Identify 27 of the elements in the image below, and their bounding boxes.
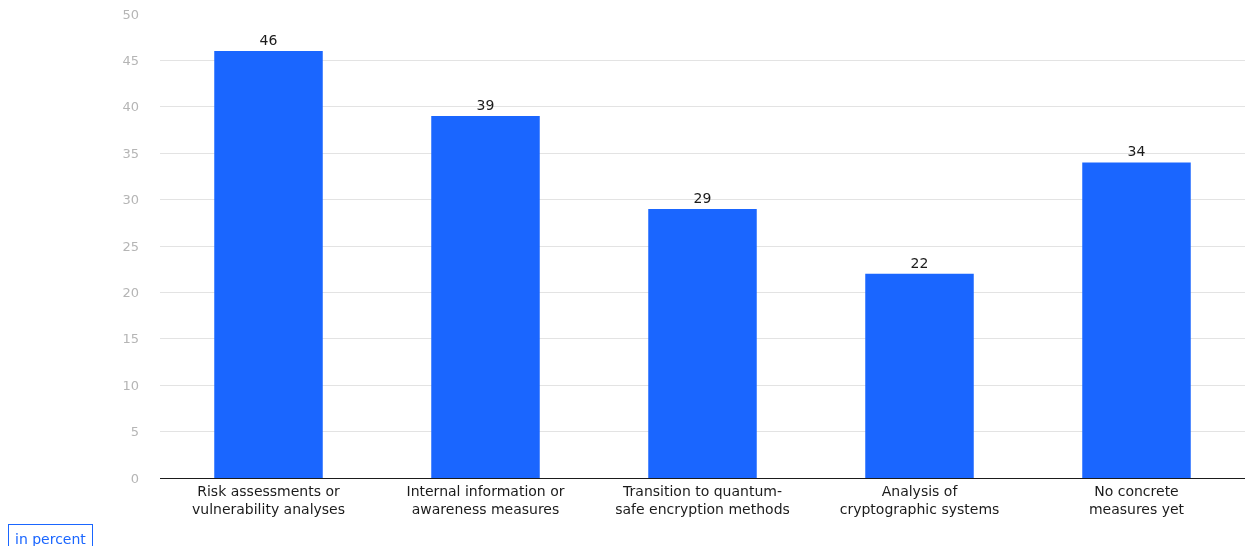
y-tick-label: 30 [122, 192, 139, 208]
y-tick-label: 35 [122, 145, 139, 161]
data-label: 46 [259, 32, 278, 49]
y-tick-label: 20 [122, 284, 139, 300]
bar [214, 51, 323, 478]
text: in percent [15, 531, 87, 546]
x-tick-label: Risk assessments or vulnerability analyses [191, 482, 346, 517]
y-tick-label: 15 [122, 331, 139, 347]
y-tick-label: 25 [122, 238, 139, 254]
y-tick-label: 50 [122, 6, 139, 22]
bar [865, 273, 974, 478]
bar [431, 116, 540, 478]
x-tick-label: No concrete measures yet [1088, 482, 1185, 517]
data-label: 22 [910, 254, 929, 271]
data-label: 34 [1127, 143, 1146, 160]
data-label: 29 [693, 189, 712, 206]
y-tick-label: 0 [130, 470, 139, 486]
x-tick-label: Internal information or awareness measures [406, 482, 565, 517]
x-tick-label: Analysis of cryptographic systems [839, 482, 1000, 517]
y-tick-label: 10 [122, 377, 139, 393]
y-tick-label: 40 [122, 99, 139, 115]
x-tick-label: Transition to quantum- safe encryption methods [615, 482, 790, 517]
y-tick-label: 45 [122, 52, 139, 68]
bar [1082, 162, 1191, 478]
data-label: 39 [476, 97, 495, 114]
y-tick-label: 5 [130, 424, 139, 440]
bar [648, 208, 757, 478]
